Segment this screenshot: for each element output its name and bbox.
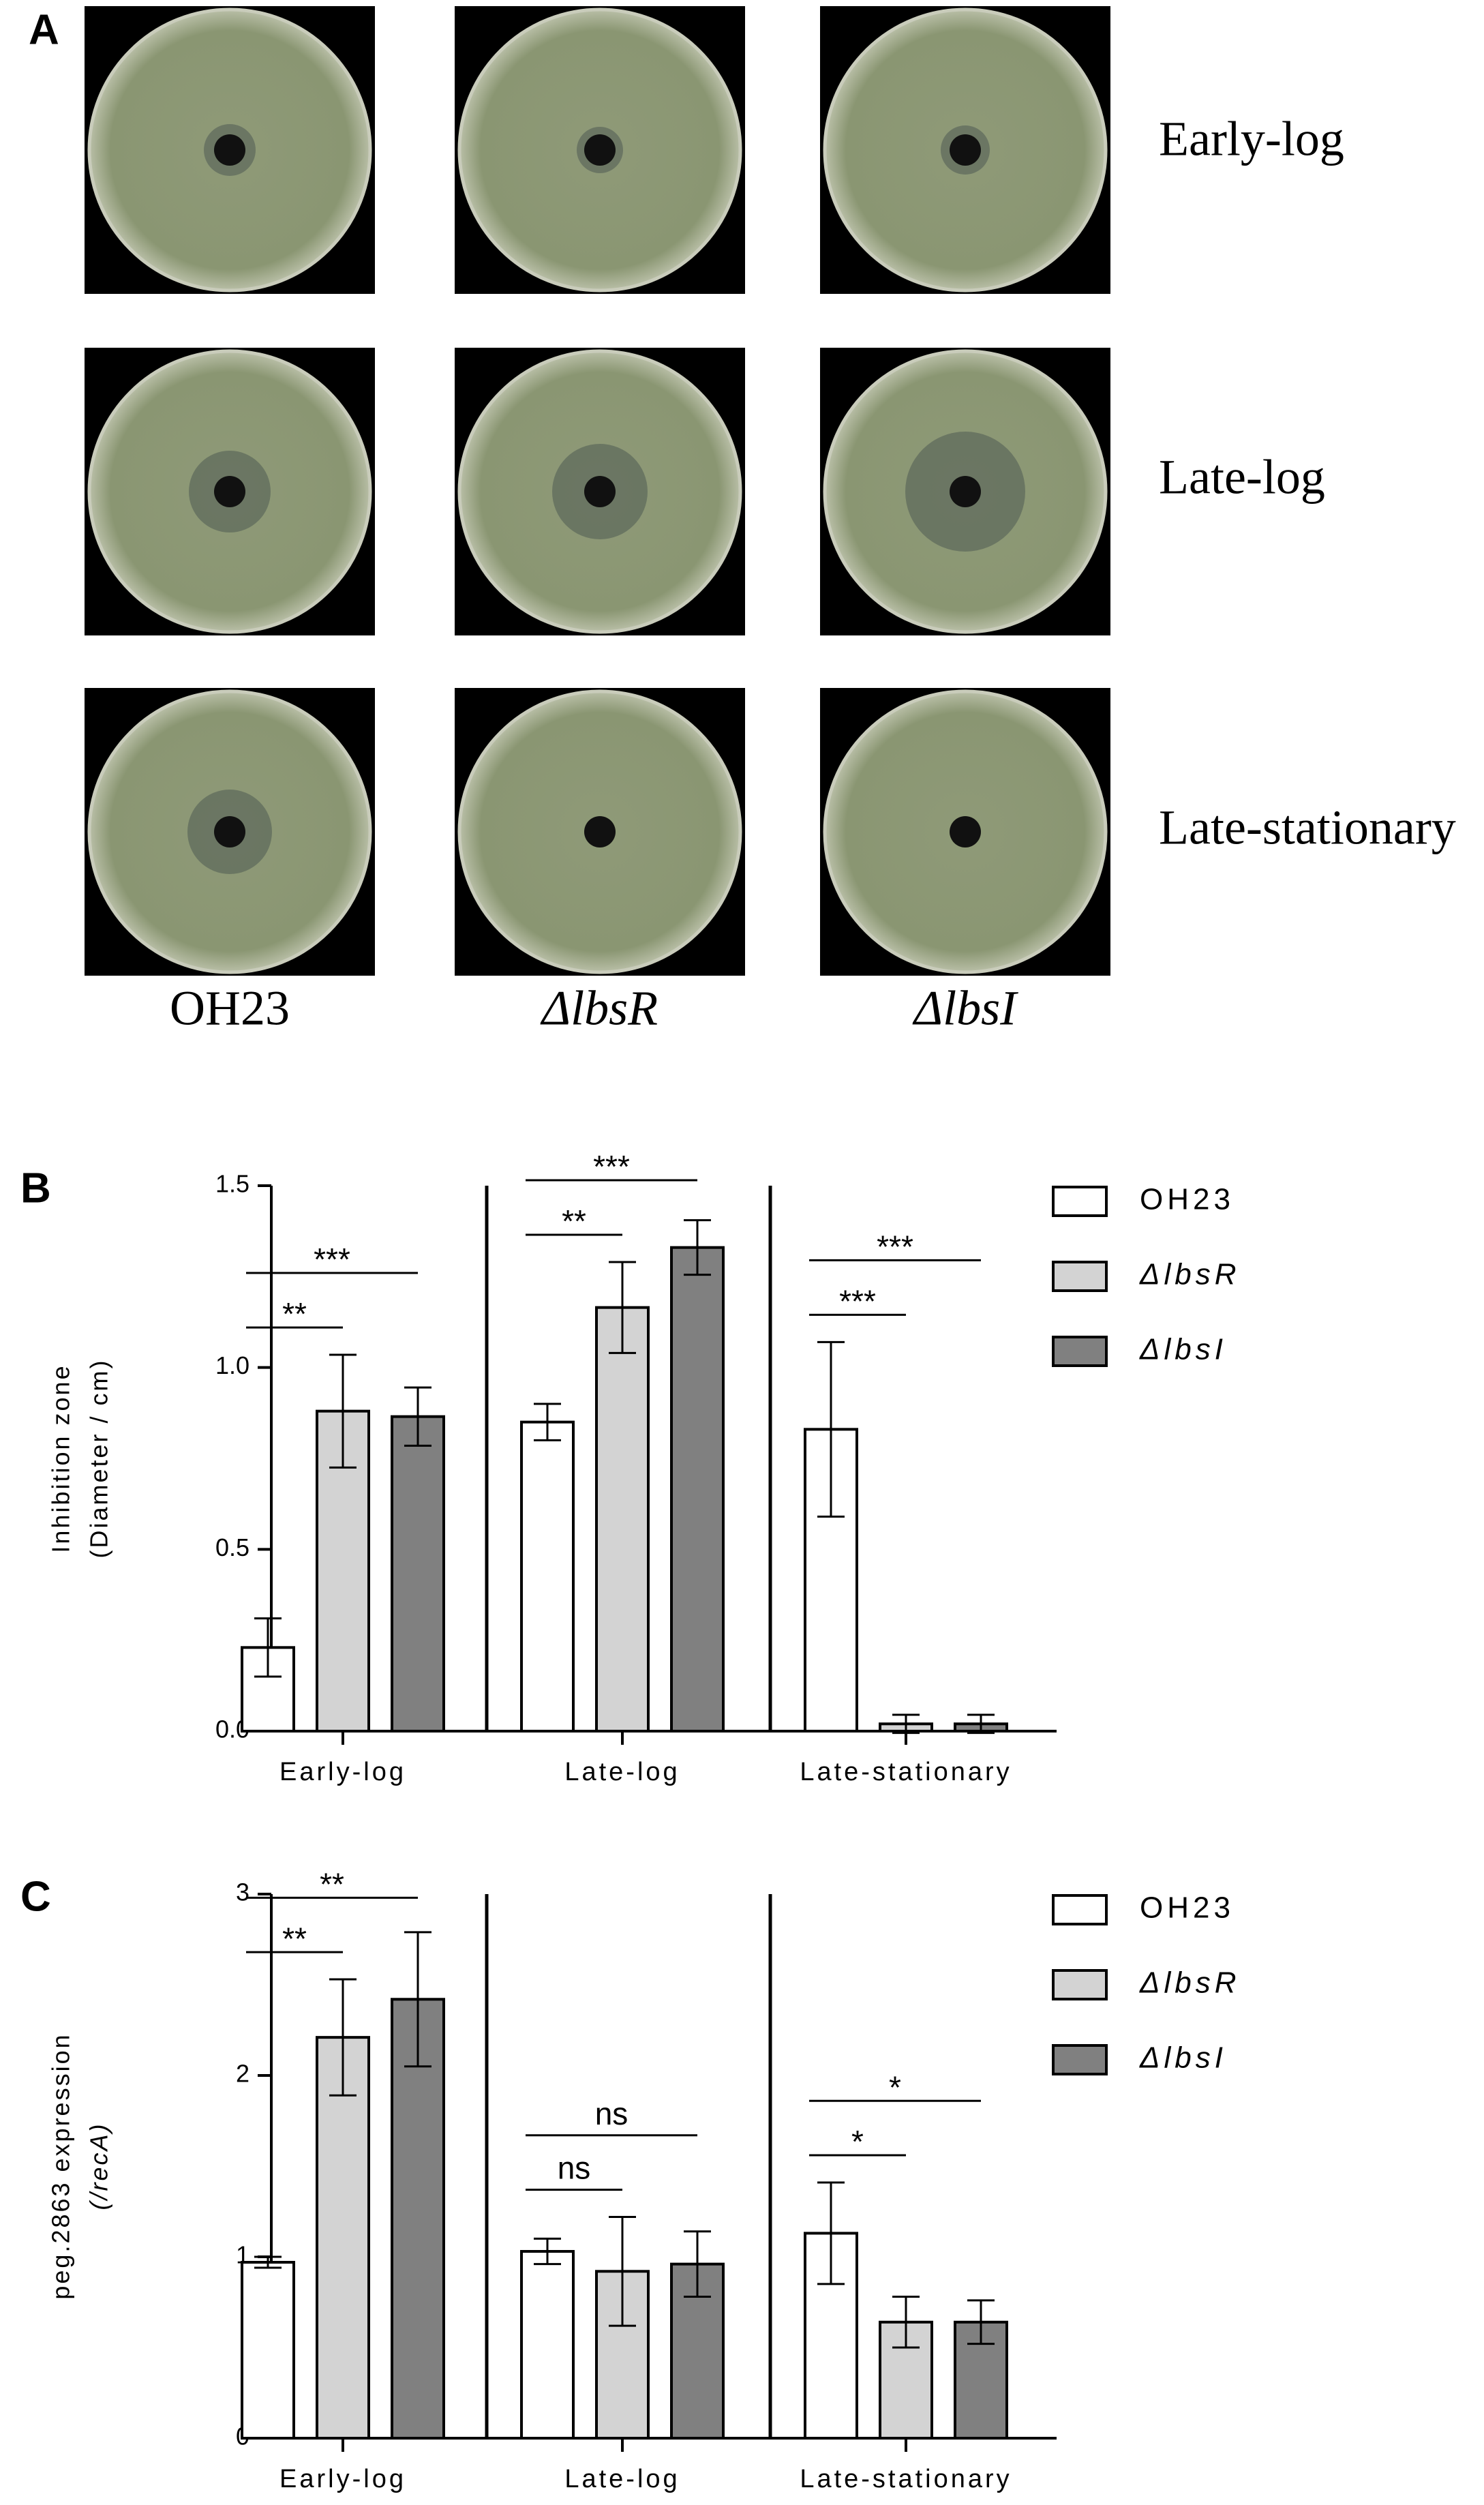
x-tick-label: Late-log [564,2465,680,2493]
column-label: ΔlbsI [912,981,1018,1036]
well [584,134,616,166]
legend-swatch [1052,1261,1108,1292]
x-tick-label: Late-stationary [800,1758,1012,1786]
bar [670,1246,725,1732]
significance-label: ns [558,2150,591,2186]
row-label: Early-log [1159,112,1344,166]
well [950,816,981,847]
well [584,816,616,847]
x-tick-label: Late-log [564,1758,680,1786]
legend-label: ΔlbsR [1139,1258,1241,1291]
legend-swatch [1052,1969,1108,2000]
bar [391,1998,445,2440]
significance-label: ** [282,1921,307,1956]
legend-label: OH23 [1140,1183,1235,1216]
legend-swatch [1052,1894,1108,1925]
bar [391,1415,445,1733]
legend-label: OH23 [1140,1891,1235,1925]
x-tick-label: Early-log [279,2465,406,2493]
legend-swatch [1052,2044,1108,2075]
significance-label: ** [320,1866,344,1902]
significance-label: *** [839,1283,876,1319]
significance-label: ** [562,1203,586,1239]
significance-label: *** [877,1229,913,1264]
column-label: OH23 [170,981,290,1036]
significance-label: * [889,2069,901,2105]
significance-label: ns [595,2096,629,2131]
panel-label: C [20,1873,51,1920]
y-axis-label: (Diameter / cm) [85,1358,113,1558]
panel-label: A [29,6,59,53]
well [584,476,616,507]
well [214,816,245,847]
y-tick-label: 2 [236,2060,249,2088]
y-axis-label: peg.2863 expression [47,2032,75,2299]
legend-swatch [1052,1186,1108,1217]
legend-label: ΔlbsI [1139,2041,1227,2075]
well [950,134,981,166]
well [950,476,981,507]
y-tick-label: 1.5 [215,1170,249,1198]
column-label: ΔlbsR [540,981,658,1036]
well [214,134,245,166]
y-tick-label: 3 [236,1878,249,1906]
y-tick-label: 0.5 [215,1533,249,1561]
row-label: Late-stationary [1159,800,1456,855]
bar [595,1306,650,1732]
significance-label: ** [282,1296,307,1332]
y-axis-label: (/recA) [85,2122,113,2210]
legend-label: ΔlbsI [1139,1333,1227,1366]
x-tick-label: Late-stationary [800,2465,1012,2493]
significance-label: *** [314,1242,350,1277]
x-tick-label: Early-log [279,1758,406,1786]
panel-label: B [20,1165,51,1212]
row-label: Late-log [1159,450,1325,505]
significance-label: * [851,2124,864,2159]
bar [316,2036,370,2440]
bar [520,2250,575,2440]
bar [520,1420,575,1733]
well [214,476,245,507]
legend-label: ΔlbsR [1139,1966,1241,2000]
y-tick-label: 1.0 [215,1351,249,1379]
significance-label: *** [593,1149,630,1184]
legend-swatch [1052,1336,1108,1367]
y-axis-label: Inhibition zone [47,1364,75,1552]
bar [241,2260,295,2440]
bar [670,2262,725,2440]
